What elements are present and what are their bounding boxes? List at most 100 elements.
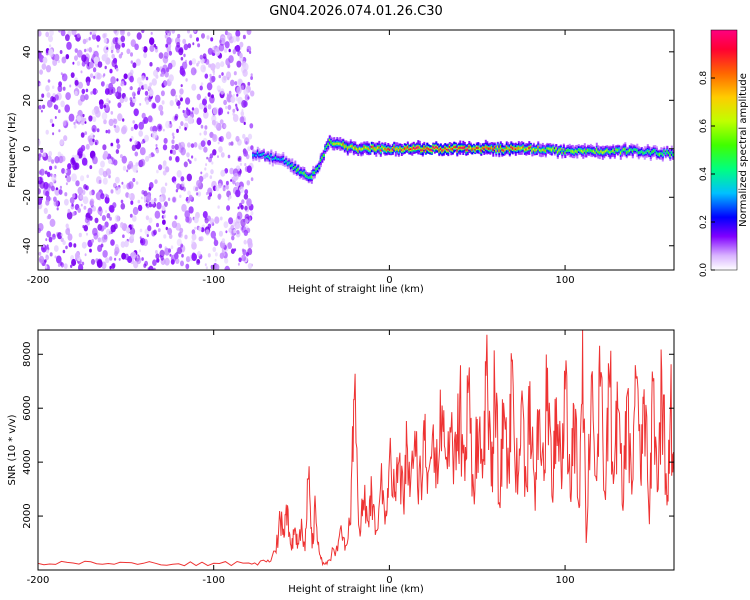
noise-blob <box>82 113 85 118</box>
noise-blob <box>128 160 134 168</box>
noise-blob <box>197 191 202 197</box>
noise-blob <box>89 165 93 170</box>
noise-blob <box>199 85 203 91</box>
band-cell <box>529 146 532 149</box>
noise-blob <box>203 146 208 153</box>
band-cell <box>394 148 397 151</box>
noise-blob <box>210 230 216 239</box>
noise-blob <box>80 132 85 138</box>
noise-blob <box>92 156 98 165</box>
noise-blob <box>48 35 53 43</box>
noise-blob <box>217 107 224 115</box>
band-cell <box>559 148 562 151</box>
noise-blob <box>144 200 147 203</box>
noise-blob <box>192 42 195 46</box>
noise-blob <box>174 98 178 103</box>
band-cell <box>439 147 442 150</box>
band-cell <box>273 157 276 160</box>
noise-blob <box>191 83 197 91</box>
noise-blob <box>109 256 113 261</box>
noise-blob <box>92 227 98 236</box>
noise-blob <box>131 224 134 228</box>
noise-blob <box>65 182 68 186</box>
band-cell <box>610 150 613 153</box>
noise-blob <box>120 203 126 210</box>
noise-blob <box>242 133 246 139</box>
band-cell <box>354 146 357 149</box>
noise-blob <box>73 243 77 248</box>
noise-blob <box>101 81 105 87</box>
band-cell <box>393 145 396 149</box>
band-cell <box>496 145 499 149</box>
noise-blob <box>83 117 87 122</box>
noise-blob <box>193 30 197 33</box>
noise-blob <box>165 120 171 129</box>
noise-blob <box>82 38 87 45</box>
noise-blob <box>109 265 112 270</box>
noise-blob <box>172 149 177 155</box>
noise-blob <box>191 58 197 65</box>
band-cell <box>420 149 423 152</box>
noise-blob <box>249 123 254 129</box>
noise-blob <box>132 215 137 222</box>
noise-blob <box>158 104 164 112</box>
noise-blob <box>57 151 62 157</box>
band-cell <box>270 154 273 157</box>
noise-blob <box>80 203 83 207</box>
noise-blob <box>79 194 84 200</box>
noise-blob <box>88 115 93 122</box>
noise-blob <box>54 105 59 110</box>
noise-blob <box>88 36 91 41</box>
noise-blob <box>218 146 223 153</box>
noise-blob <box>235 135 240 142</box>
noise-blob <box>92 67 97 73</box>
band-cell <box>526 147 529 151</box>
noise-blob <box>81 88 86 95</box>
noise-blob <box>203 110 209 119</box>
noise-blob <box>187 190 191 196</box>
noise-blob <box>108 118 114 127</box>
noise-blob <box>207 139 212 146</box>
noise-blob <box>61 73 68 82</box>
noise-blob <box>47 155 52 163</box>
noise-blob <box>98 167 105 176</box>
noise-blob <box>84 48 87 53</box>
noise-blob <box>60 72 63 76</box>
noise-blob <box>70 72 75 78</box>
noise-blob <box>244 163 247 167</box>
noise-blob <box>132 206 139 216</box>
noise-blob <box>130 251 137 260</box>
noise-blob <box>187 142 191 148</box>
noise-blob <box>78 263 84 270</box>
band-cell <box>508 149 511 151</box>
noise-blob <box>247 133 253 140</box>
noise-blob <box>54 116 57 119</box>
colorbar-label: Normalized spectral amplitude <box>738 73 749 227</box>
noise-blob <box>39 180 46 189</box>
noise-blob <box>72 211 76 217</box>
noise-blob <box>247 146 251 152</box>
noise-blob <box>239 52 243 59</box>
band-cell <box>631 150 634 153</box>
band-cell <box>672 153 674 156</box>
noise-blob <box>230 229 235 237</box>
noise-blob <box>151 78 157 86</box>
noise-blob <box>97 207 103 216</box>
noise-blob <box>196 180 201 187</box>
band-cell <box>573 151 576 154</box>
noise-blob <box>174 113 179 119</box>
colorbar-tick-label: 0.2 <box>699 215 709 229</box>
band-cell <box>403 147 406 150</box>
noise-blob <box>145 76 149 81</box>
noise-blob <box>224 30 229 36</box>
noise-blob <box>136 256 142 265</box>
band-cell <box>655 152 658 154</box>
colorbar-tick-label: 0.4 <box>699 167 709 182</box>
band-cell <box>417 146 420 149</box>
noise-blob <box>183 110 189 119</box>
band-cell <box>303 172 306 175</box>
band-cell <box>468 145 471 149</box>
noise-blob <box>230 96 236 103</box>
noise-blob <box>212 72 215 76</box>
noise-blob <box>214 263 220 270</box>
